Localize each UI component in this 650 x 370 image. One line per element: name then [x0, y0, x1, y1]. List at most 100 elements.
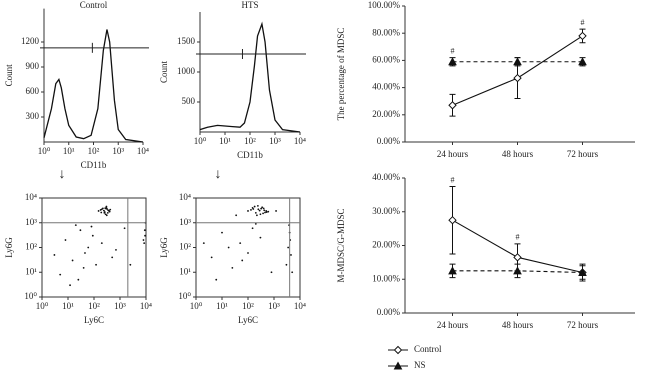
event-dot: [87, 246, 90, 249]
event-dot: [254, 222, 257, 225]
event-dot: [285, 263, 288, 266]
event-dot: [69, 284, 71, 287]
x-tick-label: 10²: [244, 136, 256, 146]
x-tick-label: 10⁴: [137, 146, 149, 156]
event-dot: [227, 246, 230, 249]
y-tick-label: 1500: [177, 36, 196, 46]
x-tick-label: 10²: [242, 301, 254, 311]
event-dot: [105, 214, 108, 217]
event-dot: [104, 213, 107, 216]
x-tick-label: 10¹: [63, 146, 75, 156]
y-tick-label: 40.00%: [372, 172, 400, 182]
event-dot: [100, 211, 103, 214]
y-tick-label: 20.00%: [372, 109, 400, 119]
significance-mark: #: [451, 47, 455, 56]
y-tick-label: 60.00%: [372, 54, 400, 64]
event-dot: [77, 278, 80, 281]
data-point: [578, 31, 587, 41]
y-tick-label: 1000: [177, 66, 196, 76]
event-dot: [254, 212, 257, 214]
event-dot: [231, 266, 234, 269]
event-dot: [290, 254, 292, 256]
x-tick-label: 24 hours: [437, 149, 469, 159]
legend-label: NS: [414, 360, 426, 370]
event-dot: [264, 211, 266, 214]
y-tick-label: 80.00%: [372, 27, 400, 37]
x-axis-label: Ly6C: [84, 315, 104, 325]
event-dot: [261, 206, 264, 209]
x-tick-label: 72 hours: [567, 320, 599, 330]
x-axis-label: Ly6C: [238, 315, 258, 325]
event-dot: [275, 210, 277, 212]
plot-frame: [41, 197, 147, 298]
legend-marker: [393, 361, 403, 370]
event-dot: [241, 259, 244, 262]
event-dot: [105, 207, 107, 210]
x-tick-label: 10⁰: [190, 301, 203, 311]
event-dot: [105, 205, 108, 208]
x-tick-label: 24 hours: [437, 320, 469, 330]
x-tick-label: 72 hours: [567, 149, 599, 159]
event-dot: [106, 212, 109, 214]
x-tick-label: 10⁴: [294, 301, 306, 311]
data-point: [513, 57, 522, 66]
y-tick-label: 500: [182, 96, 196, 106]
event-dot: [265, 211, 268, 213]
x-tick-label: 10²: [88, 301, 100, 311]
x-tick-label: 10¹: [216, 301, 228, 311]
event-dot: [144, 234, 146, 237]
significance-mark: #: [581, 18, 585, 27]
event-dot: [263, 209, 266, 212]
y-axis-label: Count: [159, 61, 169, 84]
y-tick-label: 10.00%: [372, 273, 400, 283]
event-dot: [253, 205, 256, 208]
data-point: [448, 215, 457, 225]
x-tick-label: 10⁰: [38, 146, 51, 156]
plot-frame: [195, 197, 301, 298]
y-tick-label: 10²: [179, 242, 191, 252]
event-dot: [215, 278, 218, 281]
event-dot: [239, 242, 242, 245]
data-point: [448, 101, 457, 110]
data-point: [448, 57, 457, 66]
y-tick-label: 10⁰: [178, 291, 191, 301]
event-dot: [235, 214, 238, 217]
event-dot: [259, 213, 262, 216]
axes: [199, 12, 300, 133]
event-dot: [91, 234, 94, 237]
event-dot: [79, 229, 82, 232]
event-dot: [291, 271, 294, 274]
event-dot: [256, 204, 259, 207]
y-tick-label: 10²: [25, 242, 37, 252]
x-tick-label: 10⁰: [36, 301, 49, 311]
event-dot: [252, 208, 255, 210]
event-dot: [259, 236, 262, 239]
y-tick-label: 100.00%: [368, 0, 401, 10]
event-dot: [95, 263, 97, 266]
event-dot: [103, 211, 106, 213]
event-dot: [129, 263, 132, 266]
y-tick-label: 40.00%: [372, 82, 400, 92]
x-tick-label: 48 hours: [502, 320, 534, 330]
event-dot: [256, 214, 258, 217]
data-point: [513, 253, 522, 262]
event-dot: [142, 239, 145, 241]
y-tick-label: 10⁴: [179, 192, 191, 202]
histogram-curve: [43, 29, 144, 143]
event-dot: [59, 273, 62, 276]
event-dot: [99, 209, 102, 211]
x-tick-label: 10⁴: [140, 301, 152, 311]
x-tick-label: 10¹: [62, 301, 74, 311]
event-dot: [108, 210, 110, 212]
axes: [404, 6, 635, 143]
event-dot: [287, 246, 290, 249]
event-dot: [74, 224, 77, 227]
event-dot: [82, 266, 85, 269]
x-tick-label: 10³: [112, 146, 124, 156]
axes: [404, 178, 635, 314]
x-tick-label: 10⁴: [294, 136, 306, 146]
event-dot: [210, 256, 213, 259]
y-tick-label: 30.00%: [372, 206, 400, 216]
event-dot: [123, 227, 126, 230]
